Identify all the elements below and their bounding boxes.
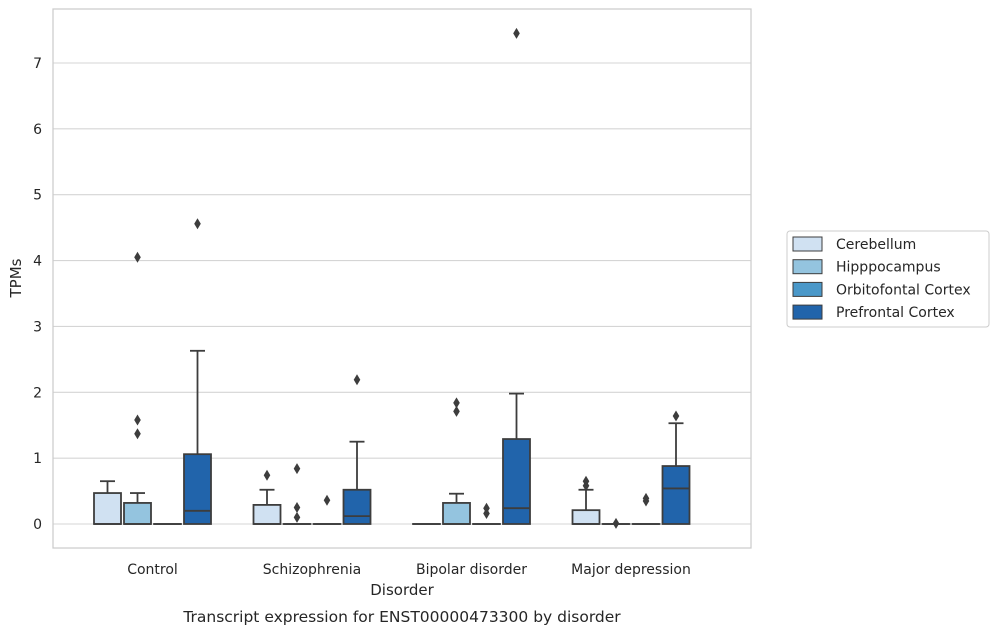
plot-background: [53, 9, 751, 548]
box-body: [123, 502, 152, 525]
y-axis-label: TPMs: [7, 258, 25, 298]
box-2-1: [442, 397, 471, 525]
x-axis-label: Disorder: [370, 581, 434, 599]
y-tick-labels: 0 1 2 3 4 5 6 7: [33, 56, 42, 533]
outlier-point-1: [642, 492, 650, 504]
x-tick-label-2: Bipolar disorder: [416, 562, 527, 578]
legend: Cerebellum Hipppocampus Orbitofontal Corte…: [786, 230, 990, 328]
box-body: [442, 502, 471, 525]
y-tick-label-0: 0: [33, 517, 42, 533]
outlier-point-0: [194, 218, 201, 230]
outlier-point-1: [293, 502, 301, 514]
box-3-0: [571, 475, 601, 525]
outlier-point-0: [513, 27, 520, 39]
outlier-point-0: [612, 517, 620, 529]
box-3-3: [661, 410, 691, 525]
legend-swatch-1: [792, 259, 823, 275]
y-tick-label-2: 2: [33, 385, 42, 401]
x-tick-label-1: Schizophrenia: [263, 562, 361, 578]
legend-label-1: Hipppocampus: [836, 260, 941, 276]
box-2-3: [502, 27, 531, 525]
plot-frame: [52, 8, 752, 549]
gridlines: [53, 62, 751, 525]
outlier-point-0: [323, 494, 331, 506]
box-2-2: [472, 502, 501, 525]
x-tick-label-3: Major depression: [571, 562, 691, 578]
box-body: [661, 465, 691, 525]
box-3-1: [601, 517, 631, 529]
y-tick-label-5: 5: [33, 188, 42, 204]
outlier-point-0: [453, 405, 460, 417]
outlier-point-1: [582, 475, 590, 487]
x-tick-label-0: Control: [127, 562, 178, 578]
box-body: [183, 453, 212, 525]
y-tick-label-7: 7: [33, 56, 42, 72]
legend-swatch-3: [792, 304, 823, 320]
legend-label-3: Prefrontal Cortex: [836, 305, 955, 321]
outlier-point-1: [134, 414, 141, 426]
y-tick-label-1: 1: [33, 451, 42, 467]
box-body: [93, 492, 122, 525]
y-tick-label-3: 3: [33, 319, 42, 335]
box-0-1: [123, 251, 152, 525]
legend-swatch-0: [792, 236, 823, 252]
box-plot-marks: [93, 27, 691, 529]
y-tick-label-6: 6: [33, 122, 42, 138]
box-body: [252, 504, 282, 525]
legend-frame: [786, 230, 990, 328]
x-tick-labels: Control Schizophrenia Bipolar disorder Majo…: [127, 562, 691, 578]
outlier-point-1: [453, 397, 460, 409]
outlier-point-1: [483, 502, 490, 514]
box-0-0: [93, 480, 122, 525]
box-1-0: [252, 469, 282, 525]
y-tick-label-4: 4: [33, 254, 42, 270]
box-0-3: [183, 218, 212, 525]
outlier-point-0: [672, 410, 680, 422]
outlier-point-2: [293, 463, 301, 475]
outlier-point-0: [263, 469, 271, 481]
box-1-2: [312, 494, 342, 525]
box-body: [502, 438, 531, 525]
outlier-point-0: [134, 428, 141, 440]
box-body: [571, 509, 601, 525]
legend-label-0: Cerebellum: [836, 237, 916, 253]
box-1-3: [342, 374, 372, 525]
box-1-1: [282, 463, 312, 525]
legend-swatch-2: [792, 281, 823, 297]
legend-label-2: Orbitofontal Cortex: [836, 282, 971, 298]
outlier-point-0: [293, 511, 301, 523]
box-body: [342, 488, 372, 525]
outlier-point-2: [134, 251, 141, 263]
outlier-point-0: [353, 374, 361, 386]
chart-caption: Transcript expression for ENST0000047330…: [182, 608, 621, 626]
box-3-2: [631, 492, 661, 525]
